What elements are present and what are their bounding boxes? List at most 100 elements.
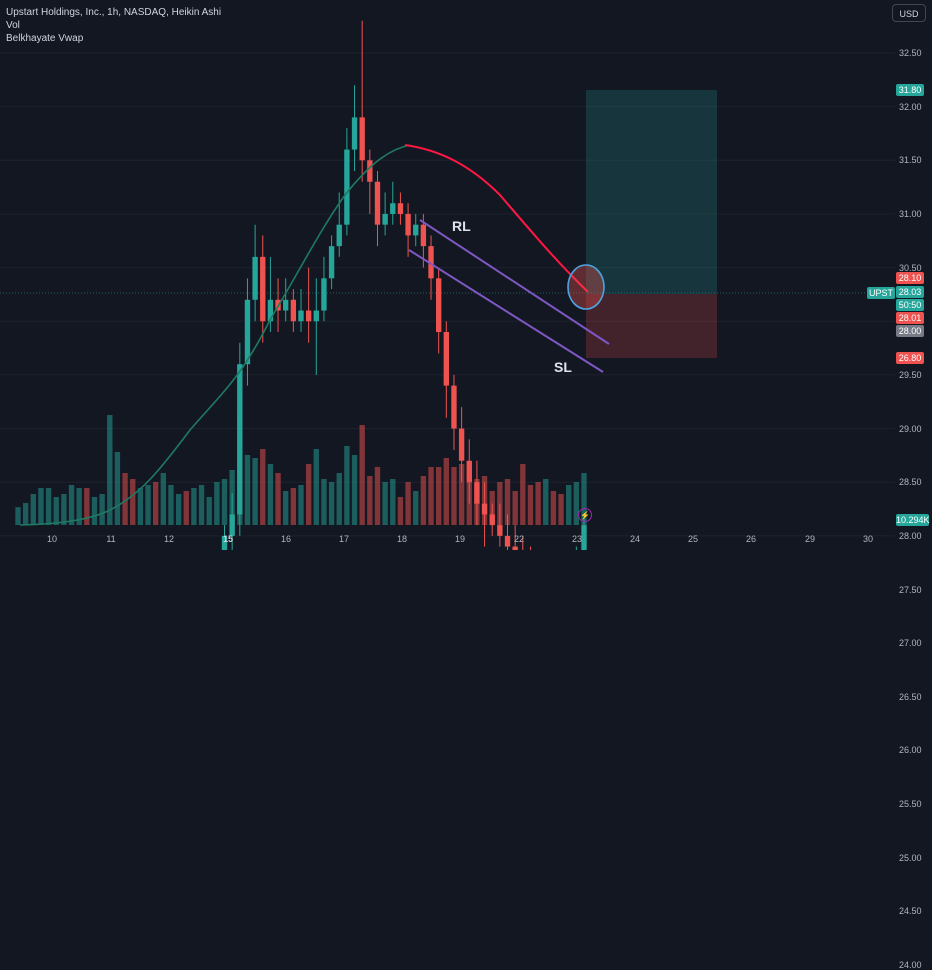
volume-bar — [313, 449, 319, 525]
volume-bar — [15, 507, 21, 525]
indicator-vwap-label[interactable]: Belkhayate Vwap — [6, 33, 84, 44]
chart-title: Upstart Holdings, Inc., 1h, NASDAQ, Heik… — [6, 7, 222, 18]
candle — [290, 299, 297, 322]
time-tick: 18 — [396, 534, 408, 544]
volume-bar — [390, 479, 396, 525]
time-tick: 12 — [163, 534, 175, 544]
volume-bar — [351, 455, 358, 525]
volume-bar — [336, 473, 342, 525]
price-tick: 29.00 — [899, 423, 922, 434]
volume-bar — [191, 488, 197, 525]
volume-bar — [61, 494, 67, 525]
candle — [466, 460, 472, 483]
vwap-line — [19, 144, 411, 526]
candle — [237, 364, 243, 515]
volume-bar — [443, 458, 450, 525]
volume-bar — [566, 485, 572, 525]
volume-bar — [91, 497, 98, 525]
candle — [244, 299, 251, 365]
price-tick: 32.50 — [899, 48, 922, 58]
candles — [221, 20, 587, 550]
candle — [481, 503, 488, 515]
volume-bar — [435, 467, 442, 525]
candle — [382, 213, 388, 225]
candle — [267, 299, 274, 322]
price-tick: 29.50 — [899, 369, 922, 380]
volume-bar — [573, 482, 580, 525]
time-tick: 10 — [46, 534, 58, 544]
candle — [229, 514, 235, 536]
stop-zone — [586, 294, 717, 358]
volume-bar — [535, 482, 541, 525]
candle — [405, 213, 411, 236]
volume-bar — [367, 476, 373, 525]
sl-annotation: SL — [554, 359, 572, 375]
volume-bar — [428, 467, 434, 525]
time-tick: 29 — [804, 534, 816, 544]
volume-bar — [458, 464, 465, 525]
volume-bar — [130, 479, 136, 525]
volume-bar — [30, 494, 36, 525]
price-tick: 25.50 — [899, 799, 922, 810]
volume-bar — [413, 491, 419, 525]
volume-bar — [397, 497, 404, 525]
volume-bar — [267, 464, 274, 525]
lightning-icon[interactable]: ⚡ — [578, 508, 592, 522]
price-chart[interactable] — [0, 0, 932, 550]
volume-bar — [45, 488, 52, 525]
volume-bar — [298, 485, 304, 525]
currency-button[interactable]: USD — [892, 4, 926, 22]
indicator-vol-label[interactable]: Vol — [6, 20, 20, 31]
target-zone — [586, 90, 717, 294]
volume-tag: 10.294K — [896, 514, 930, 526]
volume-bar — [137, 488, 144, 525]
price-tick: 27.50 — [899, 584, 922, 595]
candle — [313, 310, 319, 322]
volume-bar — [382, 482, 388, 525]
volume-bar — [145, 485, 151, 525]
candle — [443, 331, 450, 386]
volume-bar — [344, 446, 350, 525]
price-tag: 28.01 — [896, 312, 924, 324]
volume-bar — [107, 415, 113, 525]
candle — [489, 514, 495, 526]
price-tick: 32.00 — [899, 101, 922, 112]
volume-bar — [168, 485, 174, 525]
volume-bar — [359, 425, 365, 525]
time-tick: 11 — [106, 534, 116, 544]
volume-bar — [451, 467, 457, 525]
candle — [344, 149, 350, 225]
volume-bar — [99, 494, 105, 525]
volume-bar — [53, 497, 59, 525]
symbol-tag: UPST — [867, 287, 895, 299]
volume-bar — [122, 473, 128, 525]
volume-bar — [68, 485, 75, 525]
candle — [420, 224, 427, 247]
candle — [428, 246, 434, 279]
candle — [458, 428, 465, 461]
price-tick: 28.50 — [899, 477, 922, 488]
candle — [367, 160, 373, 182]
volume-bar — [152, 482, 159, 525]
time-tick: 19 — [454, 534, 466, 544]
volume-bar — [283, 491, 289, 525]
time-tick: 17 — [338, 534, 350, 544]
candle — [512, 546, 518, 550]
volume-bar — [405, 482, 411, 525]
price-tick: 24.50 — [899, 906, 922, 917]
price-tag: 28.03 — [896, 286, 924, 298]
candle — [252, 256, 258, 300]
price-tick: 30.50 — [899, 262, 922, 273]
volume-bar — [244, 455, 251, 525]
time-tick: 23 — [571, 534, 583, 544]
candle — [581, 525, 587, 550]
channel-upper — [419, 219, 610, 345]
volume-bar — [221, 479, 228, 525]
candle — [359, 117, 365, 161]
time-tick: 30 — [862, 534, 874, 544]
channel-lower — [408, 249, 604, 373]
volume-bar — [550, 491, 557, 525]
candle — [451, 385, 457, 429]
candle — [260, 256, 266, 322]
price-tag: 28.10 — [896, 272, 924, 284]
